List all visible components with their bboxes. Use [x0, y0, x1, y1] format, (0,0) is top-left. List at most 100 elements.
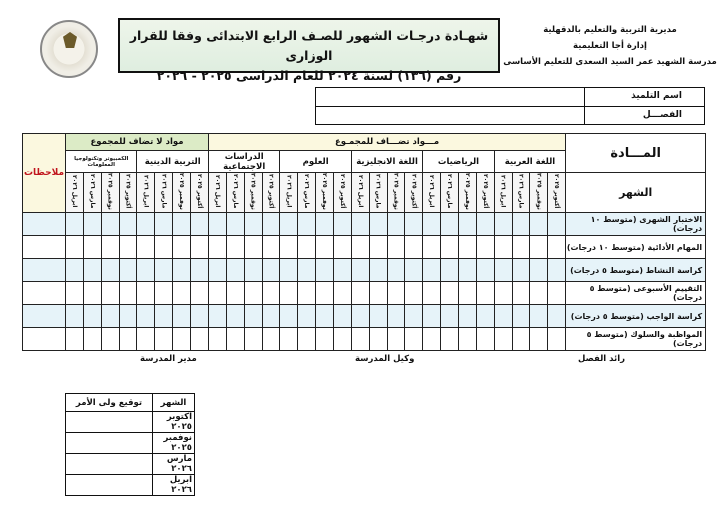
grade-cell[interactable] [315, 235, 334, 259]
grade-cell[interactable] [225, 212, 245, 236]
grade-cell[interactable] [261, 258, 281, 282]
grade-cell[interactable] [82, 281, 102, 305]
grade-cell[interactable] [65, 212, 84, 236]
grade-cell[interactable] [261, 327, 281, 351]
grade-cell[interactable] [440, 327, 460, 351]
class-field[interactable] [316, 107, 584, 125]
grade-cell[interactable] [297, 281, 317, 305]
grade-cell[interactable] [315, 258, 334, 282]
grade-cell[interactable] [493, 212, 513, 236]
grade-cell[interactable] [136, 304, 156, 328]
grade-cell[interactable] [82, 258, 102, 282]
grade-cell[interactable] [154, 235, 174, 259]
grade-cell[interactable] [172, 258, 192, 282]
grade-cell[interactable] [458, 304, 477, 328]
grade-cell[interactable] [511, 258, 531, 282]
grade-cell[interactable] [368, 327, 388, 351]
grade-cell[interactable] [136, 327, 156, 351]
grade-cell[interactable] [386, 212, 406, 236]
grade-cell[interactable] [100, 258, 120, 282]
grade-cell[interactable] [82, 304, 102, 328]
grade-cell[interactable] [118, 327, 138, 351]
grade-cell[interactable] [350, 235, 370, 259]
grade-cell[interactable] [279, 281, 299, 305]
grade-cell[interactable] [315, 281, 334, 305]
grade-cell[interactable] [154, 258, 174, 282]
grade-cell[interactable] [172, 235, 192, 259]
grade-cell[interactable] [136, 281, 156, 305]
grade-cell[interactable] [118, 281, 138, 305]
grade-cell[interactable] [458, 281, 477, 305]
grade-cell[interactable] [404, 235, 424, 259]
grade-cell[interactable] [386, 235, 406, 259]
parent-signature-cell[interactable] [65, 432, 153, 454]
grade-cell[interactable] [279, 212, 299, 236]
grade-cell[interactable] [475, 327, 495, 351]
grade-cell[interactable] [458, 212, 477, 236]
grade-cell[interactable] [154, 281, 174, 305]
grade-cell[interactable] [315, 212, 334, 236]
grade-cell[interactable] [118, 235, 138, 259]
grade-cell[interactable] [475, 235, 495, 259]
grade-cell[interactable] [190, 235, 209, 259]
grade-cell[interactable] [493, 281, 513, 305]
grade-cell[interactable] [547, 235, 567, 259]
grade-cell[interactable] [529, 304, 549, 328]
grade-cell[interactable] [225, 327, 245, 351]
grade-cell[interactable] [529, 235, 549, 259]
grade-cell[interactable] [82, 212, 102, 236]
grade-cell[interactable] [547, 281, 567, 305]
grade-cell[interactable] [65, 327, 84, 351]
parent-signature-cell[interactable] [65, 474, 153, 496]
grade-cell[interactable] [279, 235, 299, 259]
grade-cell[interactable] [333, 212, 352, 236]
grade-cell[interactable] [279, 258, 299, 282]
grade-cell[interactable] [225, 258, 245, 282]
grade-cell[interactable] [475, 281, 495, 305]
grade-cell[interactable] [315, 304, 334, 328]
grade-cell[interactable] [225, 281, 245, 305]
grade-cell[interactable] [118, 212, 138, 236]
grade-cell[interactable] [368, 304, 388, 328]
grade-cell[interactable] [333, 258, 352, 282]
grade-cell[interactable] [207, 212, 227, 236]
grade-cell[interactable] [475, 212, 495, 236]
grade-cell[interactable] [136, 235, 156, 259]
grade-cell[interactable] [529, 212, 549, 236]
grade-cell[interactable] [404, 258, 424, 282]
grade-cell[interactable] [100, 212, 120, 236]
grade-cell[interactable] [458, 235, 477, 259]
grade-cell[interactable] [207, 258, 227, 282]
grade-cell[interactable] [315, 327, 334, 351]
grade-cell[interactable] [350, 212, 370, 236]
grade-cell[interactable] [22, 212, 66, 236]
grade-cell[interactable] [422, 258, 442, 282]
grade-cell[interactable] [440, 281, 460, 305]
grade-cell[interactable] [475, 258, 495, 282]
grade-cell[interactable] [333, 304, 352, 328]
grade-cell[interactable] [65, 304, 84, 328]
grade-cell[interactable] [333, 281, 352, 305]
grade-cell[interactable] [422, 235, 442, 259]
grade-cell[interactable] [511, 327, 531, 351]
grade-cell[interactable] [440, 304, 460, 328]
grade-cell[interactable] [243, 304, 263, 328]
grade-cell[interactable] [547, 258, 567, 282]
grade-cell[interactable] [243, 327, 263, 351]
grade-cell[interactable] [368, 258, 388, 282]
grade-cell[interactable] [422, 304, 442, 328]
grade-cell[interactable] [100, 327, 120, 351]
grade-cell[interactable] [100, 235, 120, 259]
grade-cell[interactable] [511, 235, 531, 259]
grade-cell[interactable] [207, 304, 227, 328]
grade-cell[interactable] [493, 304, 513, 328]
grade-cell[interactable] [404, 304, 424, 328]
grade-cell[interactable] [279, 304, 299, 328]
student-name-field[interactable] [316, 88, 584, 106]
grade-cell[interactable] [172, 304, 192, 328]
grade-cell[interactable] [333, 235, 352, 259]
grade-cell[interactable] [190, 304, 209, 328]
grade-cell[interactable] [422, 327, 442, 351]
grade-cell[interactable] [404, 281, 424, 305]
grade-cell[interactable] [118, 258, 138, 282]
